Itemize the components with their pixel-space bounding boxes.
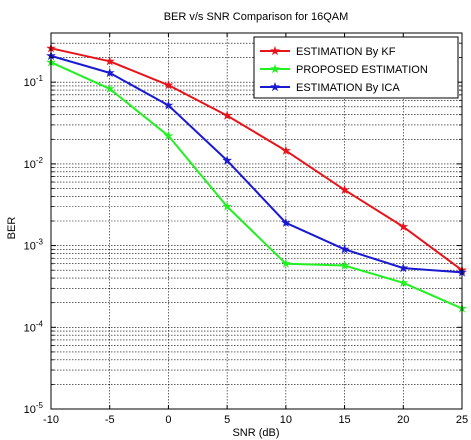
series-line bbox=[50, 47, 463, 271]
legend: ESTIMATION By KF PROPOSED ESTIMATION ESTIM… bbox=[253, 36, 459, 99]
legend-label: PROPOSED ESTIMATION bbox=[296, 64, 428, 76]
x-tick-label: 25 bbox=[456, 414, 468, 426]
chart-title: BER v/s SNR Comparison for 16QAM bbox=[164, 11, 349, 23]
data-point bbox=[280, 145, 291, 155]
data-point bbox=[398, 277, 409, 288]
x-tick-label: 0 bbox=[165, 414, 171, 426]
legend-marker bbox=[270, 45, 280, 56]
data-point bbox=[280, 217, 291, 228]
legend-label: ESTIMATION By ICA bbox=[296, 82, 400, 94]
data-point bbox=[163, 100, 174, 110]
data-point bbox=[104, 67, 115, 78]
y-axis-label: BER bbox=[6, 217, 18, 240]
data-point bbox=[163, 130, 174, 141]
data-point bbox=[339, 260, 350, 270]
data-point bbox=[222, 155, 233, 165]
data-point bbox=[398, 221, 409, 231]
data-point bbox=[222, 201, 233, 211]
y-tick-label: 10-5 bbox=[24, 401, 44, 416]
data-point bbox=[104, 83, 115, 93]
x-tick-label: -5 bbox=[105, 414, 115, 426]
legend-label: ESTIMATION By KF bbox=[296, 46, 396, 58]
data-point bbox=[339, 244, 350, 254]
y-tick-label: 10-4 bbox=[24, 319, 44, 334]
x-tick-label: 15 bbox=[338, 414, 350, 426]
data-point bbox=[339, 184, 350, 195]
y-tick-label: 10-1 bbox=[24, 74, 44, 89]
data-point bbox=[280, 258, 291, 268]
x-tick-label: 5 bbox=[224, 414, 230, 426]
y-tick-label: 10-3 bbox=[24, 238, 44, 253]
axis-ticks: -10 -5 0 5 10 15 20 25 10-5 10-4 10-3 10-2 10-1 bbox=[24, 33, 468, 426]
legend-marker bbox=[270, 81, 280, 92]
x-tick-label: 10 bbox=[280, 414, 292, 426]
y-tick-label: 10-2 bbox=[24, 156, 44, 171]
data-point bbox=[104, 56, 115, 66]
data-point bbox=[398, 262, 409, 273]
x-axis-label: SNR (dB) bbox=[232, 427, 279, 439]
data-point bbox=[163, 79, 174, 90]
series-line bbox=[50, 54, 463, 274]
series-line bbox=[50, 61, 463, 310]
x-tick-label: 20 bbox=[397, 414, 409, 426]
data-point bbox=[222, 110, 233, 120]
x-tick-label: -10 bbox=[43, 414, 59, 426]
legend-marker bbox=[270, 63, 280, 74]
